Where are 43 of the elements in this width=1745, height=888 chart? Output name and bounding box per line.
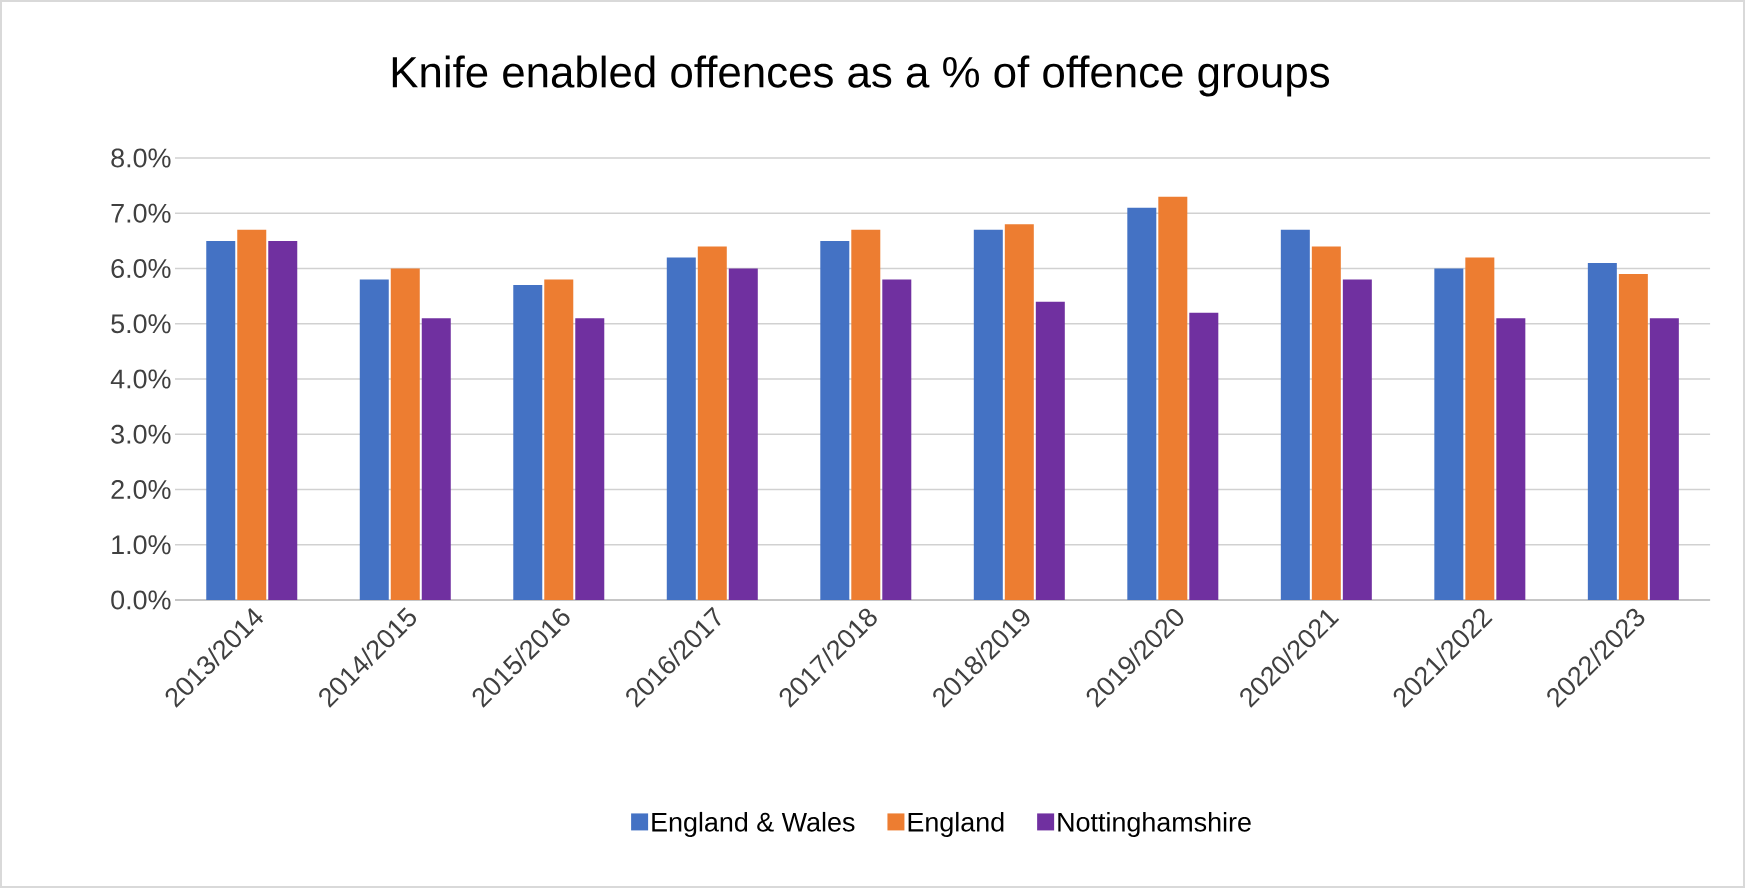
- bar: [359, 279, 389, 600]
- bar: [1158, 196, 1188, 600]
- y-tick-label: 6.0%: [111, 258, 171, 279]
- bar: [882, 279, 912, 600]
- bar: [544, 279, 574, 600]
- bar: [1035, 301, 1065, 600]
- y-tick-label: 2.0%: [111, 479, 171, 500]
- bar: [206, 240, 236, 600]
- y-tick-label: 3.0%: [111, 424, 171, 444]
- bar: [973, 229, 1003, 600]
- y-tick-label: 5.0%: [111, 314, 171, 334]
- bar: [575, 318, 605, 600]
- y-tick-label: 8.0%: [111, 148, 171, 168]
- bar: [237, 229, 267, 600]
- bar: [1311, 246, 1341, 600]
- bar: [1342, 279, 1372, 600]
- bar: [1496, 318, 1526, 600]
- chart-title: Knife enabled offences as a % of offence groups: [392, 55, 1330, 97]
- bar: [697, 246, 727, 600]
- bar: [1465, 257, 1495, 600]
- bar: [1280, 229, 1310, 600]
- bar: [1004, 224, 1034, 600]
- bar: [1189, 312, 1219, 600]
- legend-label: Nottinghamshire: [1058, 811, 1251, 837]
- bar: [666, 257, 696, 600]
- y-tick-label: 4.0%: [110, 369, 171, 389]
- y-tick-label: 7.0%: [111, 203, 171, 223]
- bar: [728, 268, 758, 600]
- bar: [1618, 274, 1648, 600]
- bar: [513, 285, 543, 600]
- bar: [1127, 207, 1157, 600]
- bar: [421, 318, 451, 600]
- legend-label: England: [908, 811, 1004, 837]
- bar: [1649, 318, 1679, 600]
- bar: [820, 240, 850, 600]
- y-tick-label: 0.0%: [111, 590, 171, 610]
- bar: [268, 240, 298, 600]
- bar: [851, 229, 881, 600]
- bar: [390, 268, 420, 600]
- legend-label: England & Wales: [652, 811, 855, 837]
- y-tick-label: 1.0%: [112, 535, 171, 555]
- bar: [1587, 262, 1617, 600]
- bar: [1434, 268, 1464, 600]
